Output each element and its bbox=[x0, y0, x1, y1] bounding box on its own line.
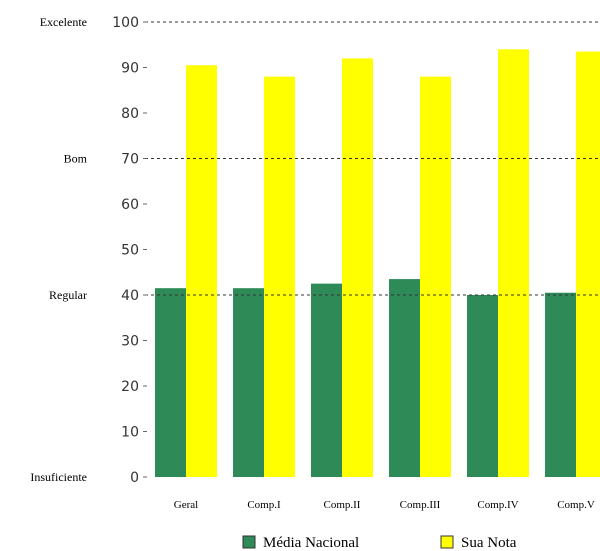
legend-label-media-nacional: Média Nacional bbox=[263, 535, 359, 551]
x-tick-label: Geral bbox=[174, 499, 198, 511]
y-tick-label: 20 bbox=[121, 379, 139, 395]
y-tick-label: 90 bbox=[121, 61, 139, 77]
bar-media-nacional-comp-ii bbox=[311, 283, 342, 477]
y-tick-label: 70 bbox=[121, 152, 139, 168]
x-tick-label: Comp.III bbox=[400, 499, 441, 511]
bar-media-nacional-comp-v bbox=[545, 292, 576, 477]
bar-media-nacional-comp-iii bbox=[389, 279, 420, 477]
x-tick-label: Comp.I bbox=[247, 499, 281, 511]
bar-media-nacional-comp-i bbox=[233, 288, 264, 477]
y-tick-label: 40 bbox=[121, 288, 139, 304]
bar-sua-nota-comp-ii bbox=[342, 58, 373, 478]
bar-media-nacional-comp-iv bbox=[467, 295, 498, 477]
y-tick-label: 50 bbox=[121, 243, 139, 259]
reference-label-insuficiente: Insuficiente bbox=[30, 470, 87, 484]
legend-swatch-sua-nota bbox=[440, 535, 454, 549]
reference-label-bom: Bom bbox=[64, 152, 88, 166]
y-tick-label: 30 bbox=[121, 334, 139, 350]
y-tick-label: 0 bbox=[130, 470, 139, 486]
legend-swatch-media-nacional bbox=[242, 535, 256, 549]
y-tick-label: 100 bbox=[112, 15, 139, 31]
bar-sua-nota-comp-iv bbox=[498, 49, 529, 478]
reference-label-regular: Regular bbox=[49, 288, 87, 302]
bar-sua-nota-geral bbox=[186, 65, 217, 477]
y-tick-label: 60 bbox=[121, 197, 139, 213]
bar-sua-nota-comp-i bbox=[264, 76, 295, 477]
reference-label-excelente: Excelente bbox=[40, 15, 87, 29]
y-tick-label: 80 bbox=[121, 106, 139, 122]
bar-sua-nota-comp-v bbox=[576, 51, 600, 477]
y-tick-label: 10 bbox=[121, 425, 139, 441]
legend-label-sua-nota: Sua Nota bbox=[461, 535, 517, 551]
bar-media-nacional-geral bbox=[155, 288, 186, 477]
x-tick-label: Comp.IV bbox=[477, 499, 518, 511]
x-tick-label: Comp.II bbox=[324, 499, 361, 511]
x-tick-label: Comp.V bbox=[557, 499, 595, 511]
bar-sua-nota-comp-iii bbox=[420, 76, 451, 477]
